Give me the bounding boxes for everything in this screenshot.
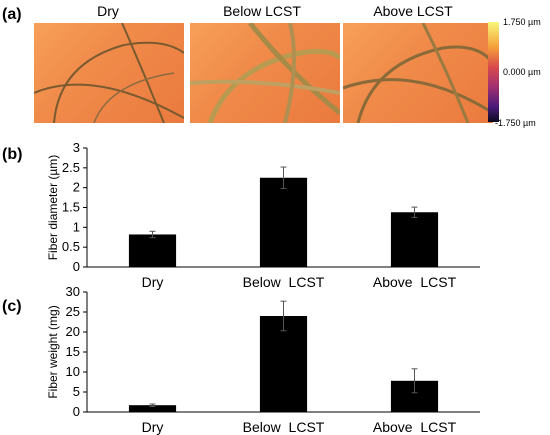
y-tick-label: 1 — [73, 219, 80, 234]
microscopy-image-above-lcst — [343, 23, 493, 123]
y-axis-label: Fiber diameter (µm) — [46, 155, 60, 261]
y-tick-label: 5 — [73, 384, 80, 399]
bar-0 — [128, 234, 177, 267]
y-tick-label: 15 — [66, 344, 80, 359]
x-category-label: Below LCST — [243, 274, 325, 290]
fiber-weight-chart: 0 5 10 15 20 25 30 Fiber weight (mg) Dry Below LC… — [46, 284, 480, 435]
y-tick-label: 0 — [73, 259, 80, 274]
panel-label-b: (b) — [2, 146, 23, 163]
bar-1 — [259, 177, 308, 267]
colorbar-mid-label: 0.000 µm — [503, 67, 541, 77]
x-category-label: Below LCST — [243, 419, 325, 435]
panel-label-c: (c) — [2, 298, 22, 315]
bar-1 — [259, 316, 308, 412]
y-tick-label: 10 — [66, 364, 80, 379]
y-tick-label: 0 — [73, 404, 80, 419]
y-tick-label: 25 — [66, 304, 80, 319]
microscopy-image-below-lcst — [190, 23, 340, 123]
image-title-above-lcst: Above LCST — [373, 3, 453, 19]
y-axis-label: Fiber weight (mg) — [46, 305, 60, 398]
x-category-label: Dry — [142, 419, 164, 435]
y-tick-label: 20 — [66, 324, 80, 339]
bar-2 — [390, 212, 439, 267]
colorbar-min-label: -1.750 µm — [495, 118, 536, 128]
height-colorbar — [488, 22, 499, 122]
y-tick-label: 30 — [66, 284, 80, 299]
x-category-label: Above LCST — [373, 419, 457, 435]
y-tick-label: 2 — [73, 180, 80, 195]
x-category-label: Dry — [142, 274, 164, 290]
image-title-below-lcst: Below LCST — [223, 3, 301, 19]
y-tick-label: 1.5 — [62, 200, 80, 215]
panel-label-a: (a) — [2, 6, 22, 23]
y-tick-label: 2.5 — [62, 160, 80, 175]
y-tick-label: 0.5 — [62, 239, 80, 254]
fiber-diameter-chart: 0 0.5 1 1.5 2 2.5 3 Fiber diameter (µm) Dry Below… — [46, 140, 480, 290]
y-tick-label: 3 — [73, 140, 80, 155]
colorbar-max-label: 1.750 µm — [503, 17, 541, 27]
x-category-label: Above LCST — [373, 274, 457, 290]
bar-0 — [128, 405, 177, 412]
microscopy-image-dry — [34, 23, 184, 123]
image-title-dry: Dry — [97, 3, 119, 19]
